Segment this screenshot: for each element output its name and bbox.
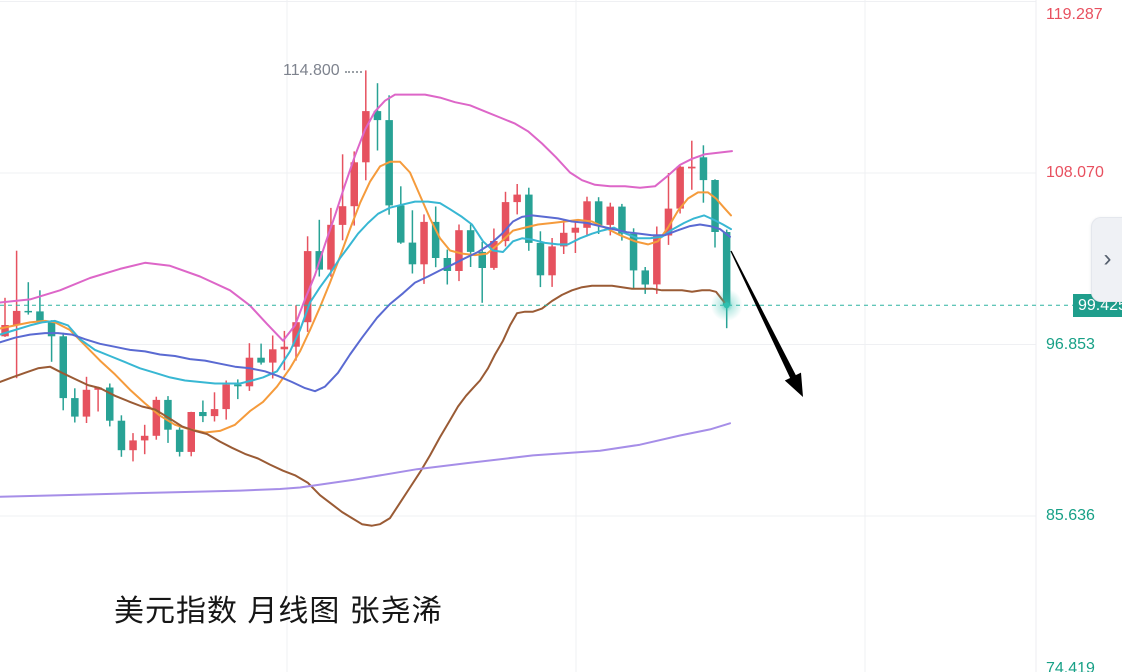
down-arrow-annotation[interactable] [730,250,803,397]
candle-2024-08[interactable] [629,228,638,289]
candle-2022-03[interactable] [292,305,300,361]
chart-title: 美元指数 月线图 张尧浠 [114,595,443,628]
candle-2024-12[interactable] [676,165,684,214]
candle-2024-03[interactable] [571,220,580,253]
candle-2024-01[interactable] [548,238,556,287]
collapse-panel-tab[interactable]: › [1091,217,1122,302]
candle-2020-04[interactable] [24,282,33,315]
candle-2024-05[interactable] [594,197,603,234]
candle-2020-10[interactable] [94,386,102,412]
candle-2023-11[interactable] [525,187,533,251]
candle-2020-12[interactable] [117,415,126,457]
candle-2023-12[interactable] [536,231,545,288]
high-price-label: 114.800 [283,62,362,80]
candle-2021-05[interactable] [175,427,184,457]
dot-leader-icon [344,71,362,73]
bollinger-upper-line [0,93,733,342]
candle-2023-02[interactable] [420,214,428,284]
candle-2020-08[interactable] [71,388,79,423]
candle-2024-09[interactable] [641,267,650,294]
candle-2022-10[interactable] [373,83,382,151]
candle-2020-02[interactable] [1,297,9,337]
candle-2024-07[interactable] [618,203,626,241]
candle-2021-11[interactable] [245,343,254,391]
ma-purple-line [0,422,731,498]
high-price-text: 114.800 [283,62,340,79]
ma-blue-line [0,214,731,393]
candle-2023-10[interactable] [513,184,521,215]
candle-2022-04[interactable] [303,236,312,332]
candle-2021-01[interactable] [129,433,137,462]
candle-2021-02[interactable] [140,424,149,455]
candle-2022-01[interactable] [269,335,277,379]
candle-2022-06[interactable] [327,207,335,277]
candle-2023-07[interactable] [478,241,487,303]
candle-2023-06[interactable] [466,224,475,268]
candle-2021-07[interactable] [199,400,207,423]
candle-2021-03[interactable] [152,396,161,440]
candle-2020-07[interactable] [59,332,68,411]
candle-2023-01[interactable] [408,210,417,274]
ma-orange-line [0,160,732,434]
candle-2021-12[interactable] [257,343,265,365]
candle-2023-03[interactable] [431,206,440,268]
candle-2022-12[interactable] [397,186,405,244]
candle-2021-09[interactable] [222,380,230,420]
candle-2022-09[interactable] [362,70,370,181]
candle-2022-08[interactable] [350,151,359,226]
candle-2024-02[interactable] [560,220,568,254]
candle-2020-06[interactable] [47,320,56,362]
candle-2020-03[interactable] [12,250,21,379]
chevron-right-icon: › [1103,244,1112,272]
candle-2021-08[interactable] [210,392,219,422]
candle-2022-07[interactable] [338,154,347,241]
candle-2025-03[interactable] [711,179,719,248]
bollinger-lower-line [0,284,728,527]
last-price-dot [723,302,730,309]
candle-2025-01[interactable] [688,140,696,190]
candle-2024-04[interactable] [583,196,591,237]
candle-2021-06[interactable] [187,411,196,457]
candle-2020-11[interactable] [106,383,114,427]
candle-2022-11[interactable] [385,95,393,215]
